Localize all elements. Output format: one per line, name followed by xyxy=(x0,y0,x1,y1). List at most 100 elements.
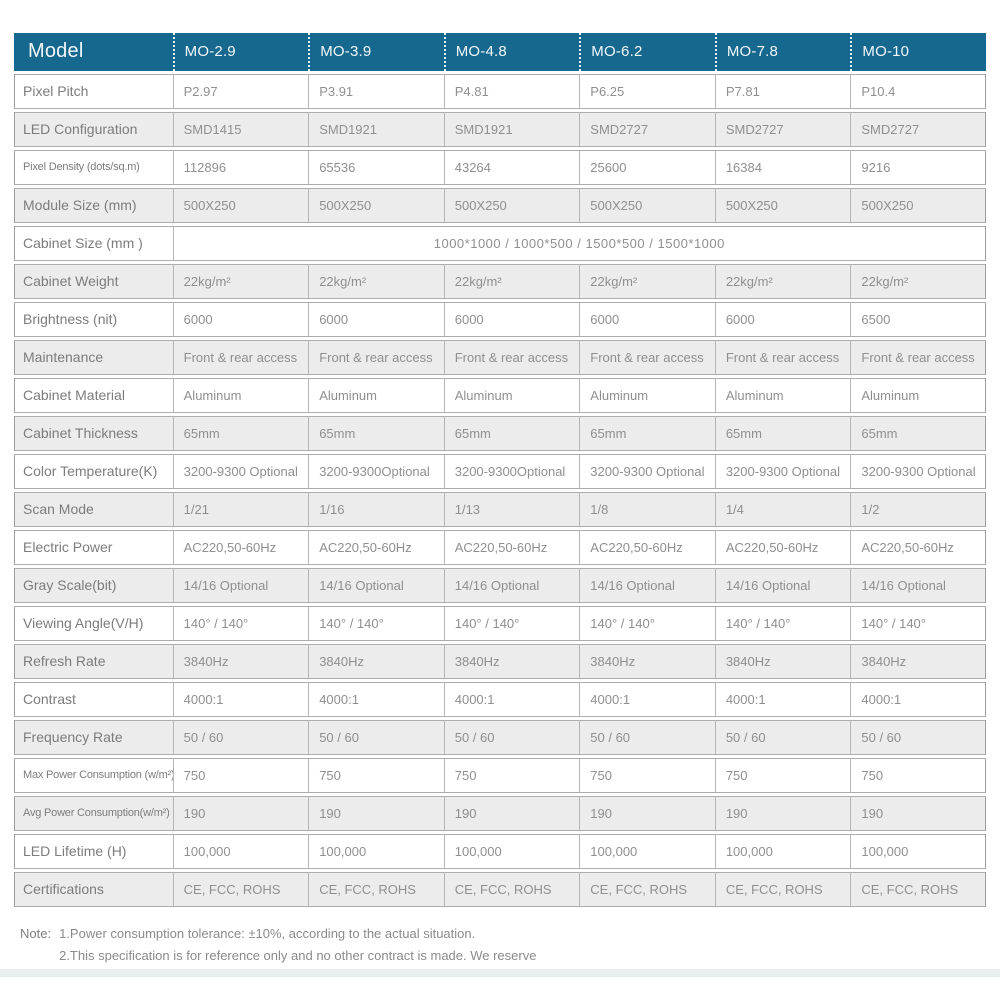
cell-value: 750 xyxy=(172,758,309,793)
cell-value: AC220,50-60Hz xyxy=(172,530,309,565)
cell-value: 100,000 xyxy=(172,834,309,869)
cell-value: 22kg/m² xyxy=(443,264,580,299)
cell-value: SMD2727 xyxy=(850,112,986,147)
table-row: Max Power Consumption (w/m²) 750 750 750 750… xyxy=(14,758,986,793)
cell-value: 500X250 xyxy=(172,188,309,223)
cell-value: 3840Hz xyxy=(172,644,309,679)
cell-value: 190 xyxy=(850,796,986,831)
cell-value: 190 xyxy=(714,796,851,831)
cell-value: 50 / 60 xyxy=(443,720,580,755)
table-row: Brightness (nit) 6000 6000 6000 6000 6000 6500 xyxy=(14,302,986,337)
table-row: Viewing Angle(V/H) 140° / 140° 140° / 140°… xyxy=(14,606,986,641)
cell-value: 1/16 xyxy=(308,492,444,527)
cell-value: 14/16 Optional xyxy=(579,568,715,603)
cell-value: 4000:1 xyxy=(579,682,715,717)
cell-value: 50 / 60 xyxy=(579,720,715,755)
cell-value: 4000:1 xyxy=(172,682,309,717)
row-label: Viewing Angle(V/H) xyxy=(14,606,173,641)
cell-value: AC220,50-60Hz xyxy=(714,530,851,565)
cell-value: Front & rear access xyxy=(308,340,444,375)
cell-value: 190 xyxy=(579,796,715,831)
row-label: Cabinet Thickness xyxy=(14,416,173,451)
note-line-2: 2.This specification is for reference on… xyxy=(59,948,537,963)
cell-value: 6000 xyxy=(308,302,444,337)
cell-value: 3200-9300Optional xyxy=(443,454,580,489)
cell-value: 65mm xyxy=(443,416,580,451)
note-line-1: 1.Power consumption tolerance: ±10%, acc… xyxy=(59,926,476,941)
cell-value: 500X250 xyxy=(443,188,580,223)
cell-value: AC220,50-60Hz xyxy=(579,530,715,565)
cell-value: 6500 xyxy=(850,302,986,337)
row-label: Cabinet Weight xyxy=(14,264,173,299)
row-span-value: 1000*1000 / 1000*500 / 1500*500 / 1500*1… xyxy=(172,226,986,261)
table-row: LED Lifetime (H) 100,000 100,000 100,000 100… xyxy=(14,834,986,869)
cell-value: AC220,50-60Hz xyxy=(850,530,986,565)
row-label: Frequency Rate xyxy=(14,720,173,755)
cell-value: 50 / 60 xyxy=(172,720,309,755)
cell-value: Front & rear access xyxy=(850,340,986,375)
cell-value: Aluminum xyxy=(172,378,309,413)
cell-value: 3200-9300 Optional xyxy=(850,454,986,489)
row-label: Color Temperature(K) xyxy=(14,454,173,489)
cell-value: AC220,50-60Hz xyxy=(443,530,580,565)
note: Note: 1.Power consumption tolerance: ±10… xyxy=(20,924,986,968)
header-cell-mo-7.8: MO-7.8 xyxy=(714,33,851,71)
cell-value: Aluminum xyxy=(308,378,444,413)
cell-value: 1/21 xyxy=(172,492,309,527)
cell-value: 4000:1 xyxy=(850,682,986,717)
cell-value: SMD2727 xyxy=(714,112,851,147)
cell-value: 65mm xyxy=(308,416,444,451)
table-row: Contrast 4000:1 4000:1 4000:1 4000:1 4000:1 40… xyxy=(14,682,986,717)
cell-value: P6.25 xyxy=(579,74,715,109)
table-row: Scan Mode 1/21 1/16 1/13 1/8 1/4 1/2 xyxy=(14,492,986,527)
cell-value: 3840Hz xyxy=(714,644,851,679)
row-label: Electric Power xyxy=(14,530,173,565)
row-label: Max Power Consumption (w/m²) xyxy=(14,758,173,793)
cell-value: SMD1415 xyxy=(172,112,309,147)
cell-value: CE, FCC, ROHS xyxy=(714,872,851,907)
cell-value: 500X250 xyxy=(579,188,715,223)
cell-value: P10.4 xyxy=(850,74,986,109)
cell-value: 3200-9300 Optional xyxy=(714,454,851,489)
cell-value: 65mm xyxy=(714,416,851,451)
cell-value: 750 xyxy=(850,758,986,793)
row-label: Certifications xyxy=(14,872,173,907)
table-row: Cabinet Material Aluminum Aluminum Aluminum… xyxy=(14,378,986,413)
cell-value: 100,000 xyxy=(714,834,851,869)
cell-value: 500X250 xyxy=(714,188,851,223)
cell-value: 3840Hz xyxy=(443,644,580,679)
row-label: LED Lifetime (H) xyxy=(14,834,173,869)
cell-value: CE, FCC, ROHS xyxy=(308,872,444,907)
row-label: Avg Power Consumption(w/m²) xyxy=(14,796,173,831)
cell-value: 3840Hz xyxy=(579,644,715,679)
cell-value: AC220,50-60Hz xyxy=(308,530,444,565)
cell-value: 3200-9300Optional xyxy=(308,454,444,489)
cell-value: 112896 xyxy=(172,150,309,185)
header-row: Model MO-2.9 MO-3.9 MO-4.8 MO-6.2 MO-7.8 MO-10 xyxy=(14,33,986,71)
cell-value: 3840Hz xyxy=(308,644,444,679)
footer-divider xyxy=(0,969,1000,977)
spec-table-header: Model MO-2.9 MO-3.9 MO-4.8 MO-6.2 MO-7.8 MO-10 xyxy=(14,33,986,71)
cell-value: 4000:1 xyxy=(714,682,851,717)
table-row: Color Temperature(K) 3200-9300 Optional 32… xyxy=(14,454,986,489)
cell-value: 140° / 140° xyxy=(443,606,580,641)
cell-value: 190 xyxy=(443,796,580,831)
table-row: Cabinet Size (mm ) 1000*1000 / 1000*500 /… xyxy=(14,226,986,261)
row-label: Pixel Density (dots/sq.m) xyxy=(14,150,173,185)
cell-value: Aluminum xyxy=(443,378,580,413)
spec-table: Model MO-2.9 MO-3.9 MO-4.8 MO-6.2 MO-7.8 MO-10… xyxy=(14,30,986,910)
cell-value: 500X250 xyxy=(850,188,986,223)
row-label: Contrast xyxy=(14,682,173,717)
cell-value: SMD1921 xyxy=(443,112,580,147)
cell-value: SMD2727 xyxy=(579,112,715,147)
spec-table-body: Pixel Pitch P2.97 P3.91 P4.81 P6.25 P7.81 P10.… xyxy=(14,74,986,907)
cell-value: P2.97 xyxy=(172,74,309,109)
cell-value: 3200-9300 Optional xyxy=(172,454,309,489)
cell-value: Front & rear access xyxy=(579,340,715,375)
table-row: Cabinet Thickness 65mm 65mm 65mm 65mm 65mm 65m… xyxy=(14,416,986,451)
cell-value: 1/4 xyxy=(714,492,851,527)
cell-value: Front & rear access xyxy=(172,340,309,375)
row-label: Maintenance xyxy=(14,340,173,375)
header-cell-mo-3.9: MO-3.9 xyxy=(308,33,444,71)
header-cell-mo-10: MO-10 xyxy=(850,33,986,71)
